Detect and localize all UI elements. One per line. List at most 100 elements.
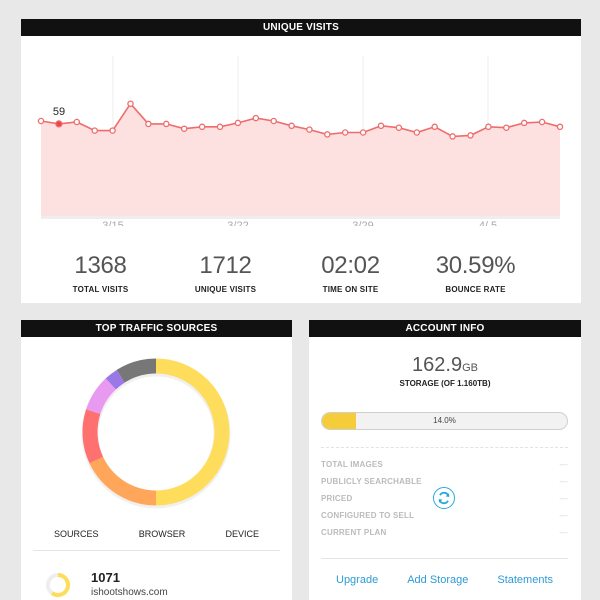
chart-point: [395, 124, 403, 131]
info-row-current-plan: CURRENT PLAN ---: [321, 528, 568, 545]
account-info-header: ACCOUNT INFO: [309, 320, 581, 337]
donut-segment: [105, 369, 125, 390]
chart-point: [91, 127, 98, 134]
donut-segment: [82, 409, 104, 464]
traffic-sources-panel: TOP TRAFFIC SOURCES SOURCES BROWSER DEVI…: [21, 320, 292, 600]
chart-point: [37, 117, 45, 125]
x-tick-label: 4/ 5: [479, 220, 497, 226]
stat-label: BOUNCE RATE: [445, 285, 506, 294]
traffic-tabs: SOURCES BROWSER DEVICE: [33, 529, 280, 539]
statements-link[interactable]: Statements: [497, 574, 553, 586]
donut-segment: [155, 358, 230, 506]
info-label: CONFIGURED TO SELL: [321, 511, 415, 520]
chart-point: [180, 125, 188, 132]
storage-progress-fill: [322, 413, 357, 429]
chart-point: [324, 131, 331, 138]
chart-point: [413, 129, 421, 136]
storage-progress-text: 14.0%: [433, 416, 456, 425]
tab-sources[interactable]: SOURCES: [54, 529, 99, 539]
chart-point: [145, 120, 152, 128]
chart-point: [55, 120, 63, 128]
info-row-priced: PRICED ---: [321, 494, 568, 511]
storage-unit: GB: [462, 362, 478, 374]
chart-point: [252, 114, 260, 122]
info-value: ---: [559, 494, 568, 503]
visits-stats: 1368 TOTAL VISITS 1712 UNIQUE VISITS 02:…: [21, 252, 581, 294]
info-label: TOTAL IMAGES: [321, 460, 383, 469]
traffic-donut-chart: [81, 358, 231, 509]
chart-point: [377, 122, 385, 130]
chart-point: [503, 124, 510, 131]
storage-amount: 162.9GB: [309, 354, 581, 377]
stat-value: 1368: [74, 252, 127, 279]
info-label: CURRENT PLAN: [321, 528, 387, 537]
info-row-configured-to-sell: CONFIGURED TO SELL ---: [321, 511, 568, 528]
info-row-total-images: TOTAL IMAGES ---: [321, 460, 568, 477]
tab-browser[interactable]: BROWSER: [138, 529, 186, 539]
stat-total-visits: 1368 TOTAL VISITS: [38, 252, 163, 294]
chart-area-fill: [41, 103, 560, 216]
refresh-button[interactable]: [433, 487, 455, 509]
highlight-label: 59: [53, 106, 65, 118]
chart-point: [163, 120, 170, 128]
donut-segment: [86, 378, 117, 415]
divider: [321, 447, 568, 448]
chart-point: [449, 133, 456, 140]
tab-device[interactable]: DEVICE: [225, 529, 259, 539]
x-tick-label: 3/29: [352, 220, 373, 226]
info-value: ---: [559, 528, 568, 537]
stat-bounce-rate: 30.59% BOUNCE RATE: [413, 252, 538, 294]
tabs-divider: [33, 550, 280, 551]
x-tick-label: 3/22: [227, 220, 248, 226]
info-value: ---: [559, 477, 568, 486]
account-info-list: TOTAL IMAGES --- PUBLICLY SEARCHABLE ---…: [321, 460, 568, 545]
divider: [321, 558, 568, 559]
source-share-donut: [46, 573, 70, 597]
unique-visits-header: UNIQUE VISITS: [21, 19, 581, 36]
stat-label: TOTAL VISITS: [72, 285, 129, 294]
storage-label: STORAGE (OF 1.160TB): [399, 379, 491, 388]
chart-point: [73, 118, 81, 126]
source-domain: ishootshows.com: [91, 587, 168, 598]
chart-point: [234, 119, 242, 127]
unique-visits-panel: UNIQUE VISITS 59 3/15 3/22 3/29 4/ 5 1368 TO…: [21, 19, 581, 303]
source-count: 1071: [91, 570, 120, 585]
refresh-icon: [438, 491, 450, 505]
donut-segment: [116, 358, 157, 383]
account-links: Upgrade Add Storage Statements: [321, 574, 568, 586]
stat-value: 02:02: [321, 252, 380, 279]
account-info-panel: ACCOUNT INFO 162.9GB STORAGE (OF 1.160TB…: [309, 320, 581, 600]
donut-segment: [89, 456, 157, 506]
traffic-sources-header: TOP TRAFFIC SOURCES: [21, 320, 292, 337]
info-value: ---: [559, 511, 568, 520]
stat-time-on-site: 02:02 TIME ON SITE: [288, 252, 413, 294]
chart-point: [127, 100, 134, 107]
chart-point: [109, 127, 116, 134]
chart-point: [288, 122, 295, 130]
list-item[interactable]: 1071 ishootshows.com: [45, 570, 168, 598]
info-row-publicly-searchable: PUBLICLY SEARCHABLE ---: [321, 477, 568, 494]
visits-area-chart: 59 3/15 3/22 3/29 4/ 5: [37, 56, 564, 226]
chart-point: [198, 123, 206, 131]
mini-donut-segment: [50, 573, 70, 597]
source-info: 1071 ishootshows.com: [91, 570, 168, 598]
chart-point: [306, 126, 313, 133]
info-value: ---: [559, 460, 568, 469]
storage-value: 162.9: [412, 354, 463, 376]
chart-point: [270, 117, 277, 125]
add-storage-link[interactable]: Add Storage: [407, 574, 469, 586]
chart-point: [341, 129, 349, 136]
stat-unique-visits: 1712 UNIQUE VISITS: [163, 252, 288, 294]
x-tick-label: 3/15: [102, 220, 123, 226]
chart-point: [520, 119, 528, 127]
info-label: PUBLICLY SEARCHABLE: [321, 477, 422, 486]
stat-label: UNIQUE VISITS: [194, 285, 257, 294]
chart-point: [467, 132, 474, 139]
stat-value: 1712: [199, 252, 252, 279]
chart-line: [40, 102, 561, 138]
upgrade-link[interactable]: Upgrade: [336, 574, 379, 586]
chart-point: [359, 129, 367, 136]
chart-point: [538, 118, 546, 126]
chart-point: [216, 123, 224, 131]
storage-progress-bar: 14.0%: [321, 412, 568, 430]
